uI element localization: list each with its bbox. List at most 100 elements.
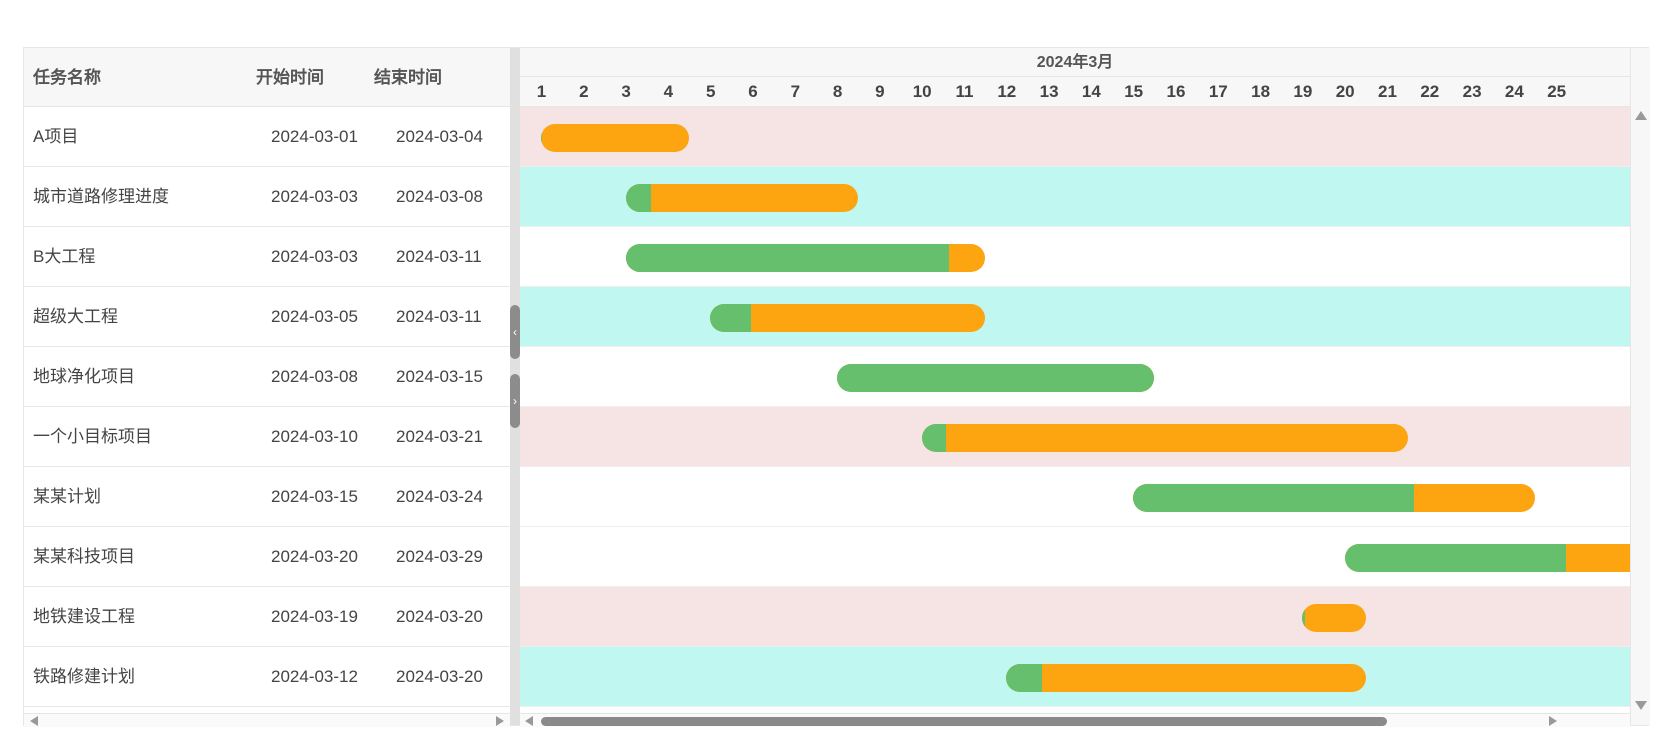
task-progress-fill (1133, 484, 1415, 512)
collapse-left-icon[interactable]: ‹ (510, 305, 520, 359)
task-start: 2024-03-05 (271, 307, 358, 326)
scroll-up-icon[interactable] (1635, 111, 1647, 120)
timeline-day-label: 24 (1504, 82, 1524, 101)
task-name: 某某科技项目 (33, 547, 135, 566)
timeline-day-label: 13 (1039, 82, 1059, 101)
task-row[interactable]: 某某科技项目 2024-03-20 2024-03-29 (24, 527, 510, 587)
task-row[interactable]: B大工程 2024-03-03 2024-03-11 (24, 227, 510, 287)
task-progress-fill (541, 124, 543, 152)
timeline-row (520, 467, 1630, 527)
timeline-month-label: 2024年3月 (520, 48, 1630, 77)
task-row[interactable]: 地球净化项目 2024-03-08 2024-03-15 (24, 347, 510, 407)
task-row[interactable]: 一个小目标项目 2024-03-10 2024-03-21 (24, 407, 510, 467)
column-header-end[interactable]: 结束时间 (374, 68, 442, 87)
timeline-day-label: 12 (997, 82, 1017, 101)
timeline-row (520, 587, 1630, 647)
task-progress-fill (1344, 544, 1566, 572)
task-progress-fill (837, 364, 1155, 392)
timeline-day-label: 4 (663, 82, 674, 101)
timeline-scroll-right-icon[interactable] (1549, 716, 1557, 726)
task-grid-header: 任务名称 开始时间 结束时间 (24, 48, 510, 107)
task-row[interactable]: A项目 2024-03-01 2024-03-04 (24, 107, 510, 167)
grid-horizontal-scrollbar[interactable] (24, 713, 510, 727)
task-grid: 任务名称 开始时间 结束时间 A项目 2024-03-01 2024-03-04 城市… (24, 48, 510, 725)
timeline-row (520, 287, 1630, 347)
task-name: B大工程 (33, 247, 96, 266)
task-row[interactable]: 铁路修建计划 2024-03-12 2024-03-20 (24, 647, 510, 707)
timeline-day-label: 1 (536, 82, 547, 101)
timeline-day-label: 15 (1124, 82, 1144, 101)
task-end: 2024-03-11 (396, 247, 482, 266)
column-header-start[interactable]: 开始时间 (256, 68, 324, 87)
task-bar[interactable] (710, 304, 986, 332)
expand-right-icon[interactable]: › (510, 374, 520, 428)
timeline-day-label: 11 (955, 82, 974, 101)
task-end: 2024-03-04 (396, 127, 483, 146)
task-bar[interactable] (1133, 484, 1536, 512)
timeline-day-label: 16 (1166, 82, 1186, 101)
task-progress-fill (710, 304, 752, 332)
timeline-day-label: 19 (1293, 82, 1313, 101)
task-end: 2024-03-20 (396, 607, 483, 626)
task-start: 2024-03-08 (271, 367, 358, 386)
timeline-day-label: 22 (1420, 82, 1440, 101)
task-progress-fill (1006, 664, 1043, 692)
timeline-row (520, 407, 1630, 467)
task-progress-fill (625, 184, 652, 212)
task-end: 2024-03-15 (396, 367, 483, 386)
grid-scroll-left-icon[interactable] (30, 716, 38, 726)
timeline-row (520, 107, 1630, 167)
task-row[interactable]: 城市道路修理进度 2024-03-03 2024-03-08 (24, 167, 510, 227)
task-bar[interactable] (1006, 664, 1366, 692)
task-progress-fill (921, 424, 946, 452)
timeline-day-label: 20 (1335, 82, 1355, 101)
column-header-name[interactable]: 任务名称 (33, 68, 101, 87)
task-start: 2024-03-12 (271, 667, 358, 686)
timeline-scroll-thumb[interactable] (541, 717, 1387, 726)
task-bar[interactable] (625, 244, 986, 272)
task-name: 某某计划 (33, 487, 101, 506)
task-bar[interactable] (921, 424, 1409, 452)
task-end: 2024-03-24 (396, 487, 483, 506)
timeline-day-label: 9 (875, 82, 885, 101)
vertical-scrollbar[interactable] (1630, 48, 1650, 725)
task-bar[interactable] (1302, 604, 1366, 632)
task-start: 2024-03-03 (271, 247, 358, 266)
timeline-day-label: 5 (705, 82, 716, 101)
timeline-row (520, 227, 1630, 287)
task-name: 地球净化项目 (33, 367, 135, 386)
task-bar[interactable] (837, 364, 1155, 392)
timeline-day-scale: 1 2 3 4 5 6 7 8 9 10 11 12 13 14 15 16 17 18 19 20 21 22 23 24 2… (520, 77, 1630, 107)
task-grid-body: A项目 2024-03-01 2024-03-04 城市道路修理进度 2024-03-0… (24, 107, 510, 707)
timeline-day-label: 25 (1547, 82, 1567, 101)
timeline-day-label: 21 (1378, 82, 1397, 101)
task-start: 2024-03-15 (271, 487, 358, 506)
task-end: 2024-03-29 (396, 547, 483, 566)
pane-splitter[interactable]: ‹ › (510, 48, 520, 725)
timeline-scroll-left-icon[interactable] (525, 716, 533, 726)
task-row[interactable]: 地铁建设工程 2024-03-19 2024-03-20 (24, 587, 510, 647)
timeline-horizontal-scrollbar[interactable] (520, 713, 1630, 727)
task-progress-fill (625, 244, 950, 272)
task-name: 城市道路修理进度 (33, 187, 169, 206)
timeline-row (520, 167, 1630, 227)
scroll-down-icon[interactable] (1635, 701, 1647, 710)
timeline-day-label: 23 (1462, 82, 1482, 101)
task-start: 2024-03-03 (271, 187, 358, 206)
task-bar[interactable] (1344, 544, 1630, 572)
grid-scroll-right-icon[interactable] (496, 716, 504, 726)
task-end: 2024-03-08 (396, 187, 483, 206)
timeline-day-label: 3 (621, 82, 631, 101)
task-name: 一个小目标项目 (33, 427, 152, 446)
task-row[interactable]: 超级大工程 2024-03-05 2024-03-11 (24, 287, 510, 347)
task-end: 2024-03-20 (396, 667, 483, 686)
timeline-day-label: 8 (832, 82, 843, 101)
timeline-day-label: 6 (748, 82, 758, 101)
timeline-row (520, 347, 1630, 407)
task-end: 2024-03-21 (396, 427, 483, 446)
task-progress-fill (1302, 604, 1305, 632)
timeline-day-label: 10 (912, 82, 932, 101)
task-bar[interactable] (625, 184, 859, 212)
task-row[interactable]: 某某计划 2024-03-15 2024-03-24 (24, 467, 510, 527)
task-bar[interactable] (541, 124, 690, 152)
